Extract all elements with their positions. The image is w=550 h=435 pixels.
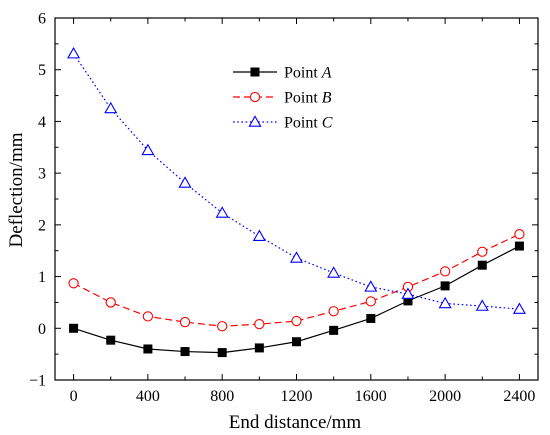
series-layer bbox=[67, 46, 526, 358]
series-line bbox=[73, 233, 520, 327]
y-tick-label: 5 bbox=[38, 62, 46, 79]
legend-marker bbox=[250, 67, 260, 77]
y-tick-label: 0 bbox=[38, 321, 46, 338]
y-tick-label: 6 bbox=[38, 11, 46, 28]
data-point bbox=[67, 46, 81, 59]
y-tick-label: 3 bbox=[38, 166, 46, 183]
data-point bbox=[439, 266, 451, 277]
data-point bbox=[104, 101, 118, 114]
legend-entry: Point B bbox=[233, 90, 332, 107]
data-point bbox=[475, 299, 489, 311]
data-point bbox=[477, 246, 488, 257]
y-tick-label: 1 bbox=[38, 269, 46, 286]
data-point bbox=[440, 281, 450, 291]
x-axis-label: End distance/mm bbox=[229, 412, 362, 433]
y-tick-label: 2 bbox=[38, 217, 46, 234]
data-point bbox=[69, 323, 79, 333]
x-tick-label: 2400 bbox=[503, 388, 535, 405]
data-point bbox=[291, 315, 302, 327]
data-point bbox=[215, 206, 229, 218]
data-point bbox=[142, 311, 154, 322]
data-point bbox=[68, 278, 79, 289]
data-point bbox=[141, 143, 155, 156]
data-point bbox=[106, 335, 116, 345]
data-point bbox=[180, 347, 190, 357]
data-point bbox=[143, 344, 153, 354]
data-point bbox=[477, 260, 487, 270]
data-point bbox=[364, 280, 378, 292]
data-point bbox=[512, 302, 526, 314]
legend-marker bbox=[249, 91, 261, 103]
data-point bbox=[365, 296, 376, 307]
x-tick-label: 2000 bbox=[429, 388, 461, 405]
legend-entry: Point A bbox=[233, 65, 332, 82]
x-tick-label: 1200 bbox=[281, 388, 313, 405]
data-point bbox=[328, 306, 339, 317]
legend-label: Point C bbox=[284, 115, 333, 132]
data-point bbox=[514, 241, 524, 251]
data-point bbox=[254, 318, 265, 330]
data-point bbox=[292, 337, 301, 347]
data-point bbox=[401, 287, 415, 299]
data-point bbox=[329, 325, 339, 335]
legend-marker bbox=[248, 115, 262, 127]
data-point bbox=[217, 321, 228, 332]
series-c bbox=[67, 46, 526, 314]
legend-label: Point A bbox=[284, 65, 332, 82]
series-b bbox=[68, 229, 525, 332]
x-tick-label: 400 bbox=[136, 388, 160, 405]
legend-label: Point B bbox=[284, 90, 332, 107]
data-point bbox=[289, 251, 304, 263]
y-axis: −1 0 1 2 3 4 5 6 bbox=[29, 11, 538, 390]
y-tick-label: 4 bbox=[38, 114, 46, 131]
data-point bbox=[217, 348, 227, 358]
data-point bbox=[514, 229, 525, 240]
x-tick-label: 1600 bbox=[355, 388, 387, 405]
data-point bbox=[252, 229, 266, 241]
y-tick-label: −1 bbox=[29, 373, 46, 390]
series-a bbox=[69, 241, 524, 358]
data-point bbox=[178, 176, 192, 188]
legend: Point A Point B Point C bbox=[233, 65, 333, 132]
x-tick-label: 800 bbox=[210, 388, 234, 405]
data-point bbox=[366, 313, 376, 323]
data-point bbox=[179, 316, 191, 328]
x-axis: 0 400 800 1200 1600 2000 2400 bbox=[70, 18, 535, 405]
data-point bbox=[254, 343, 264, 353]
y-axis-label: Deflection/mm bbox=[6, 132, 27, 247]
x-tick-label: 0 bbox=[70, 388, 78, 405]
data-point bbox=[105, 297, 116, 308]
legend-entry: Point C bbox=[233, 115, 333, 132]
data-point bbox=[438, 296, 452, 309]
data-point bbox=[327, 266, 341, 278]
